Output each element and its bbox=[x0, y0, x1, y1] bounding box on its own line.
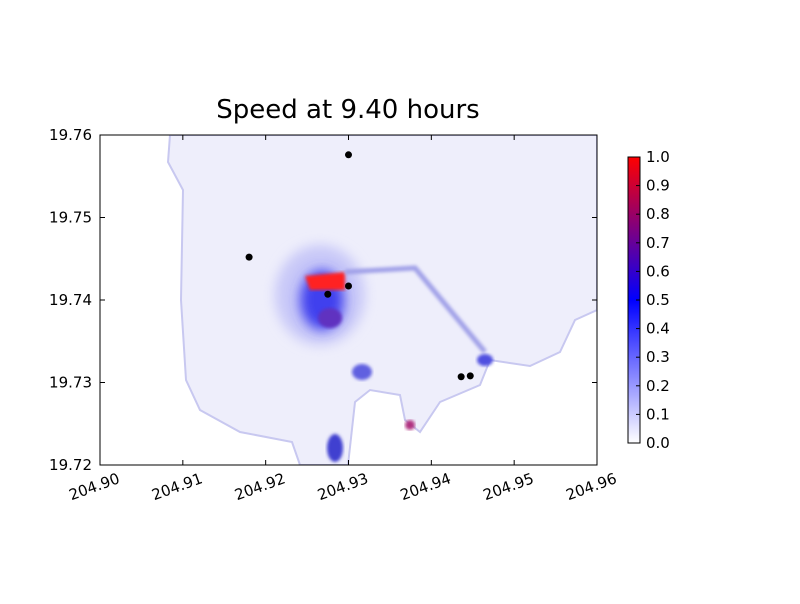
colorbar-tick-label: 1.0 bbox=[646, 148, 670, 166]
colorbar-tick-label: 0.3 bbox=[646, 348, 670, 366]
y-tick-label: 19.73 bbox=[49, 374, 92, 392]
x-tick-label: 204.90 bbox=[67, 469, 122, 504]
colorbar-tick-label: 0.2 bbox=[646, 377, 670, 395]
gauge-point bbox=[324, 290, 332, 298]
colorbar-tick-label: 0.8 bbox=[646, 205, 670, 223]
x-tick-label: 204.92 bbox=[232, 469, 287, 504]
x-tick-label: 204.93 bbox=[315, 469, 370, 504]
speed-field bbox=[100, 135, 597, 465]
colorbar-tick-label: 0.6 bbox=[646, 262, 670, 280]
x-tick-label: 204.91 bbox=[149, 469, 204, 504]
x-tick-label: 204.94 bbox=[398, 469, 453, 504]
chart-title: Speed at 9.40 hours bbox=[216, 95, 479, 125]
gauge-point bbox=[345, 282, 352, 290]
colorbar-tick-label: 0.5 bbox=[646, 291, 670, 309]
gauge-point bbox=[457, 373, 465, 381]
colorbar-tick-label: 0.1 bbox=[646, 405, 670, 423]
x-tick-label: 204.95 bbox=[481, 469, 536, 504]
colorbar-tick-label: 0.0 bbox=[646, 434, 670, 452]
y-tick-label: 19.74 bbox=[49, 291, 92, 309]
colorbar-tick-label: 0.7 bbox=[646, 234, 670, 252]
gauge-point bbox=[466, 372, 474, 380]
gauge-point bbox=[345, 151, 352, 159]
colorbar-tick-label: 0.9 bbox=[646, 177, 670, 195]
y-tick-label: 19.72 bbox=[49, 456, 92, 474]
gauge-point bbox=[245, 253, 253, 261]
y-tick-label: 19.75 bbox=[49, 209, 92, 227]
colorbar-tick-label: 0.4 bbox=[646, 320, 670, 338]
y-tick-label: 19.76 bbox=[49, 126, 92, 144]
x-tick-label: 204.96 bbox=[564, 469, 619, 504]
